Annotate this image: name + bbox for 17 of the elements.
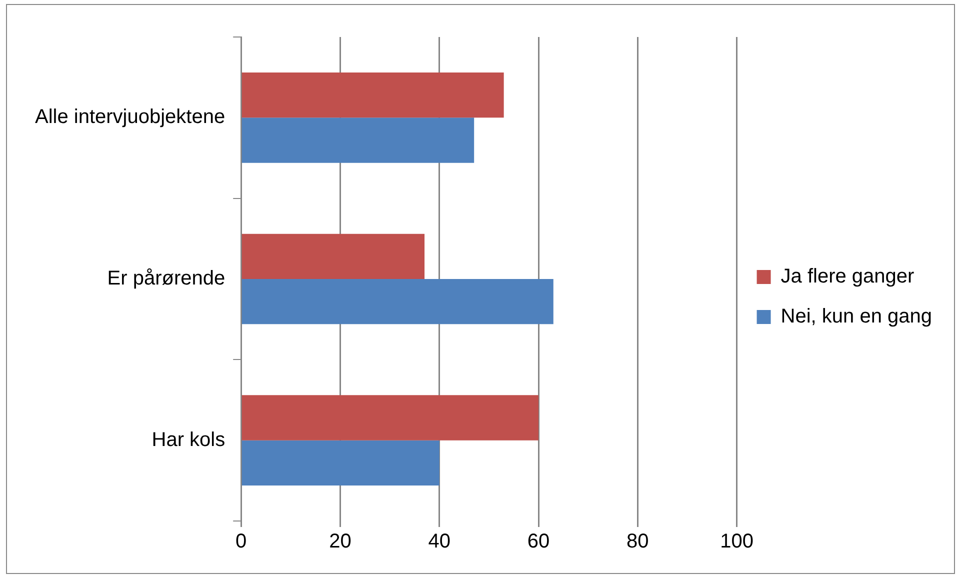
y-tick-label: Har kols	[152, 428, 226, 451]
y-tick-label: Alle intervjuobjektene	[34, 106, 226, 128]
bar	[242, 395, 539, 440]
x-tick-label: 80	[626, 530, 649, 553]
x-tick-label: 100	[720, 530, 754, 553]
bar	[242, 72, 504, 118]
legend-label: Ja flere ganger	[780, 266, 915, 288]
y-tick-label: Er pårørende	[107, 268, 226, 290]
x-tick-label: 40	[428, 530, 451, 553]
x-tick-label: 20	[329, 530, 352, 553]
legend-label: Nei, kun en gang	[780, 306, 932, 328]
bar	[242, 118, 474, 163]
bar	[242, 440, 440, 486]
bar	[242, 234, 425, 279]
bar	[242, 279, 554, 324]
x-tick-label: 0	[236, 530, 247, 553]
x-tick-label: 60	[527, 530, 550, 553]
